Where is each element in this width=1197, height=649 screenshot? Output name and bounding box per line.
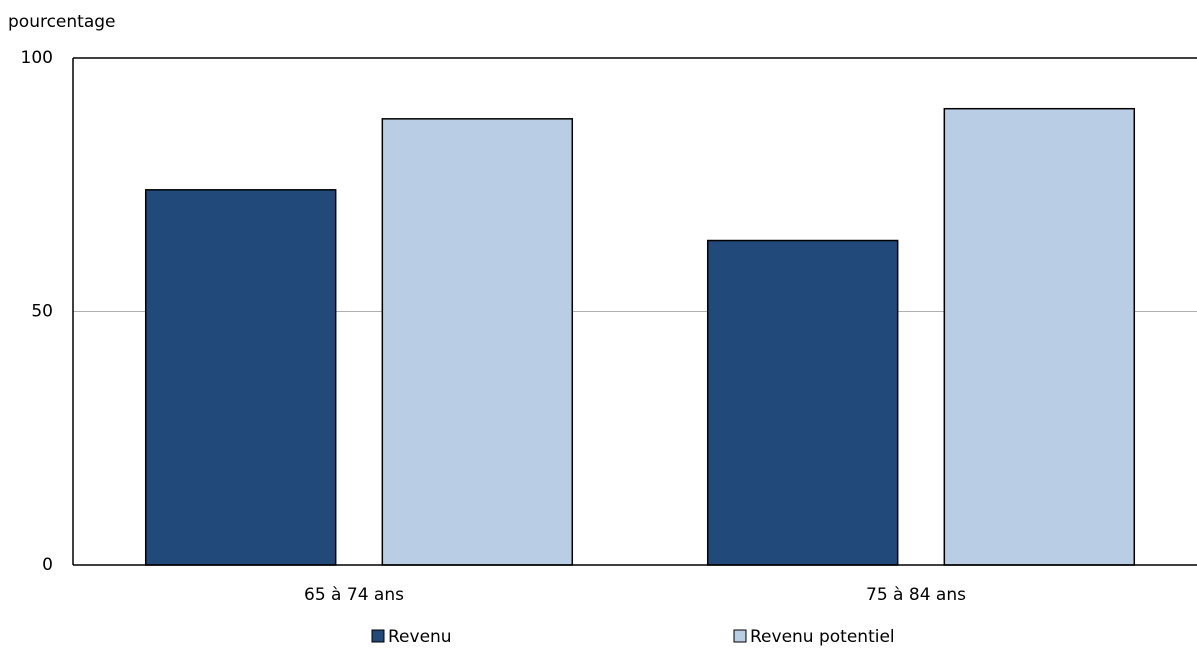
y-tick-label: 100 xyxy=(21,48,53,68)
x-tick-label: 75 à 84 ans xyxy=(866,585,966,605)
legend-swatch xyxy=(733,629,747,643)
bar xyxy=(144,189,337,566)
y-tick-label: 0 xyxy=(42,555,53,575)
y-tick-label: 50 xyxy=(31,302,53,322)
bar xyxy=(381,118,574,566)
y-axis-label: pourcentage xyxy=(8,12,116,32)
bar xyxy=(943,107,1136,566)
legend-label: Revenu xyxy=(388,627,452,647)
bar xyxy=(706,239,899,566)
legend-swatch xyxy=(371,629,385,643)
x-tick-label: 65 à 74 ans xyxy=(304,585,404,605)
legend-label: Revenu potentiel xyxy=(750,627,895,647)
